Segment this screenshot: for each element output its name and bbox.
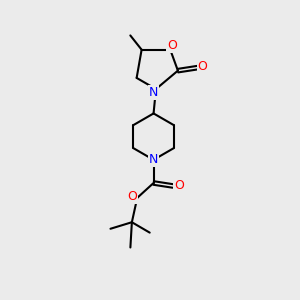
Text: O: O [174,179,184,193]
Text: N: N [149,85,158,98]
Text: N: N [149,153,158,166]
Text: O: O [127,190,137,203]
Text: O: O [198,60,208,73]
Text: O: O [167,39,177,52]
